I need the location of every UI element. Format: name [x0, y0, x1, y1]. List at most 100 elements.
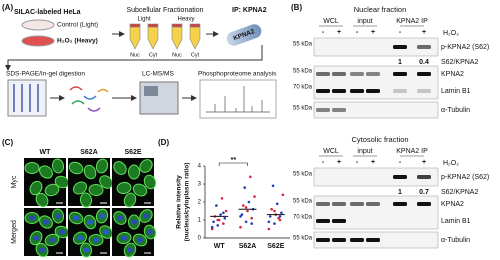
cell — [99, 175, 113, 189]
sign: + — [371, 29, 375, 36]
data-point — [240, 213, 244, 216]
row-label: Myc — [11, 175, 18, 188]
tube-label: Cyt — [149, 52, 158, 58]
sign: - — [322, 159, 325, 166]
blot — [313, 37, 439, 57]
y-tick-label: 4 — [198, 164, 202, 170]
data-point — [246, 209, 249, 213]
significance-bracket — [218, 162, 248, 166]
data-point — [271, 184, 275, 188]
band — [417, 89, 431, 93]
cell — [139, 159, 153, 173]
data-point — [275, 202, 279, 206]
data-point — [239, 215, 242, 218]
nucleus — [92, 237, 100, 243]
nucleus — [82, 247, 90, 253]
nucleus — [86, 219, 94, 225]
data-point — [224, 209, 228, 213]
band — [350, 89, 364, 93]
sign: + — [422, 159, 426, 166]
band — [417, 175, 431, 179]
data-point — [253, 195, 256, 198]
data-point — [216, 224, 220, 227]
row-label: Lamin B1 — [441, 88, 471, 95]
data-point — [280, 211, 283, 215]
data-point — [278, 218, 282, 222]
band — [350, 202, 364, 206]
row-label: Merged — [11, 220, 18, 244]
nucleus — [120, 235, 128, 241]
column-label: S62A — [80, 149, 98, 156]
band — [393, 45, 407, 49]
tube-label: Cyt — [191, 52, 200, 58]
sign: - — [356, 159, 359, 166]
band — [332, 202, 346, 206]
data-point — [243, 186, 246, 189]
cell — [132, 183, 148, 197]
group-label: input — [357, 148, 372, 155]
step-label: SDS-PAGE/In-gel digestion — [6, 71, 85, 78]
data-point — [250, 222, 253, 225]
cell — [95, 158, 109, 174]
row-label: α-Tubulin — [441, 107, 470, 114]
tube-label: Nuc — [130, 52, 140, 58]
label: H₂O₂ (Heavy) — [57, 38, 98, 45]
data-point — [273, 222, 276, 225]
group-label: KPNA2 IP — [396, 148, 428, 155]
blot — [313, 195, 439, 230]
data-point — [273, 209, 276, 213]
cell — [83, 164, 97, 180]
nucleus — [146, 229, 154, 235]
group-label: KPNA2 IP — [396, 18, 428, 25]
heading: SILAC-labeled HeLa — [14, 9, 81, 16]
panel-label: (C) — [2, 138, 13, 147]
nucleus — [54, 213, 62, 219]
label: Control (Light) — [57, 22, 98, 29]
cell — [39, 165, 53, 179]
data-point — [239, 225, 242, 229]
ratio: 1 — [398, 189, 402, 196]
band — [417, 202, 431, 206]
cell — [113, 161, 127, 175]
instrument-screen — [144, 86, 158, 96]
sign: - — [399, 29, 402, 36]
nucleus — [130, 219, 138, 225]
y-tick-label: 0 — [198, 236, 202, 242]
data-point — [267, 220, 271, 224]
x-tick-label: S62E — [267, 243, 284, 250]
cell — [51, 158, 65, 174]
cell — [143, 174, 157, 190]
annotation: ** — [231, 157, 237, 164]
marker: 55 kDa — [293, 172, 313, 178]
blot — [313, 167, 439, 187]
panel-label: (D) — [158, 138, 169, 147]
nucleus — [76, 235, 84, 241]
ratio: 0.7 — [419, 189, 429, 196]
x-tick-label: WT — [214, 243, 226, 250]
sign: - — [356, 29, 359, 36]
nucleus — [142, 213, 150, 219]
nucleus — [102, 229, 110, 235]
marker: 55 kDa — [293, 106, 313, 112]
label: Light — [137, 17, 150, 23]
band — [332, 72, 346, 76]
nucleus — [38, 247, 46, 253]
cell — [128, 164, 140, 180]
marker: 55 kDa — [293, 42, 313, 48]
cell — [29, 180, 43, 196]
sign: + — [422, 29, 426, 36]
arrow — [5, 45, 263, 71]
band — [366, 72, 380, 76]
label: Heavy — [177, 17, 194, 23]
band — [366, 238, 380, 242]
band — [316, 202, 330, 206]
band — [393, 202, 407, 206]
sign: + — [337, 159, 341, 166]
data-point — [223, 216, 227, 220]
band — [332, 219, 346, 223]
sign: + — [337, 29, 341, 36]
data-point — [242, 204, 245, 207]
data-point — [267, 227, 271, 231]
band — [417, 72, 431, 76]
